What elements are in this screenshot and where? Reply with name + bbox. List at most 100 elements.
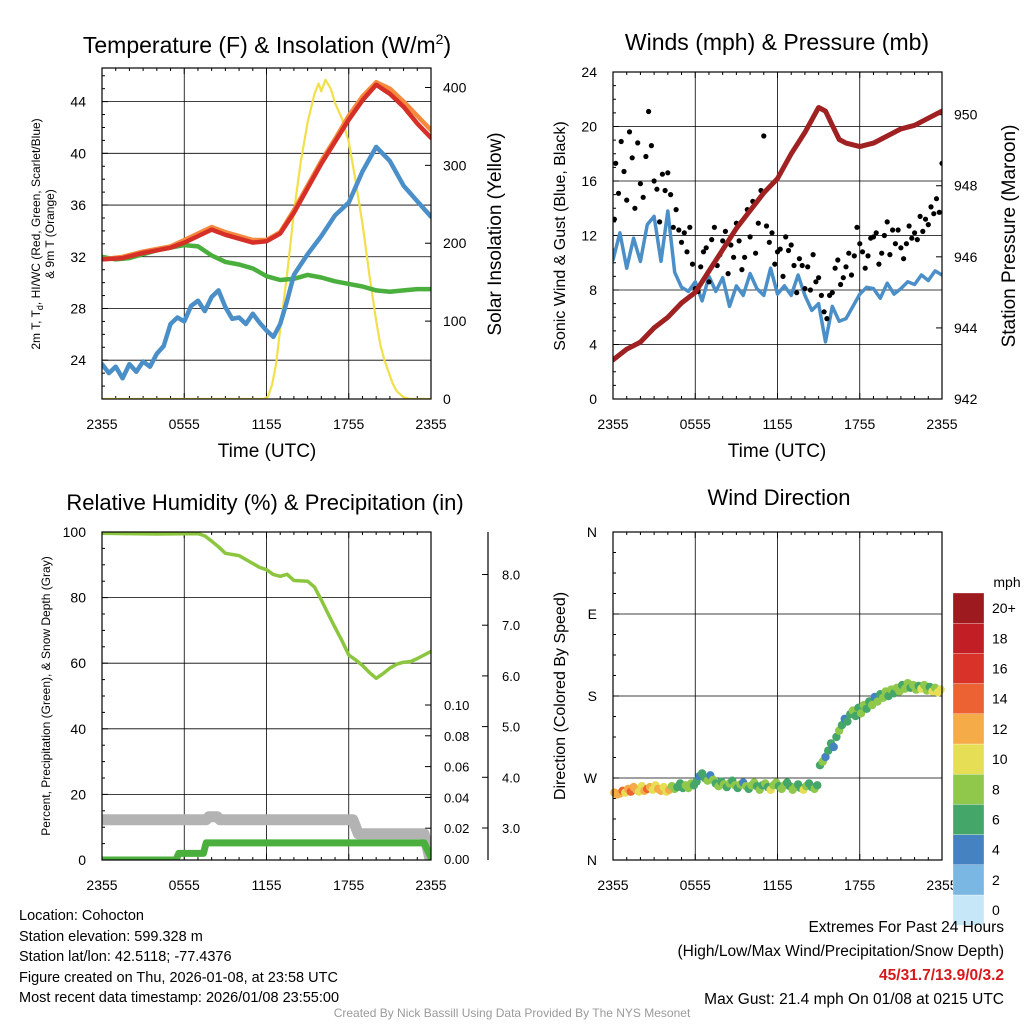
gust-point bbox=[736, 238, 742, 244]
gust-point bbox=[832, 265, 838, 271]
legend-title: mph bbox=[993, 574, 1020, 590]
gust-point bbox=[739, 267, 745, 273]
gust-point bbox=[909, 235, 915, 241]
humidity-xtick-label: 0555 bbox=[169, 877, 200, 893]
legend-swatch bbox=[952, 804, 985, 835]
gust-point bbox=[687, 224, 693, 230]
gust-point bbox=[706, 279, 712, 285]
gust-point bbox=[862, 265, 868, 271]
snow-depth-tick-label: 4.0 bbox=[502, 770, 520, 785]
humidity-xtick-label: 2355 bbox=[415, 877, 446, 893]
gust-point bbox=[876, 261, 882, 267]
gust-point bbox=[799, 262, 805, 269]
direction-ytick-label: W bbox=[584, 770, 598, 786]
temperature-line-4 bbox=[102, 78, 431, 399]
legend-label: 18 bbox=[992, 630, 1008, 646]
humidity-xtick-label: 1155 bbox=[251, 877, 281, 893]
gust-point bbox=[635, 140, 641, 146]
humidity-ytick-label: 0 bbox=[78, 852, 86, 868]
humidity-y2tick-label: 0.00 bbox=[444, 852, 469, 867]
humidity-xtick-label: 2355 bbox=[86, 877, 117, 893]
direction-ylabel: Direction (Colored By Speed) bbox=[552, 592, 569, 800]
gust-point bbox=[906, 223, 912, 229]
gust-point bbox=[722, 228, 729, 234]
direction-point bbox=[821, 752, 830, 762]
gust-point bbox=[818, 292, 825, 298]
legend-swatch bbox=[952, 774, 985, 805]
gust-point bbox=[700, 249, 707, 255]
winds-y2label: Station Pressure (Maroon) bbox=[999, 125, 1020, 348]
gust-point bbox=[772, 261, 778, 267]
gust-point bbox=[892, 241, 899, 247]
gust-point bbox=[742, 254, 748, 260]
gust-point bbox=[928, 204, 934, 210]
gust-point bbox=[824, 316, 830, 322]
temperature-ytick-label: 32 bbox=[70, 249, 86, 265]
temperature-series bbox=[102, 78, 431, 399]
winds-xtick-label: 1755 bbox=[844, 416, 875, 432]
temperature-xtick-label: 2355 bbox=[415, 416, 446, 432]
direction-xtick-label: 1755 bbox=[844, 877, 875, 893]
gust-point bbox=[665, 170, 671, 176]
humidity-series bbox=[102, 532, 431, 860]
legend-label: 4 bbox=[992, 842, 1000, 858]
gust-point bbox=[698, 264, 704, 270]
gust-point bbox=[728, 242, 734, 248]
gust-point bbox=[788, 242, 794, 248]
legend-swatch bbox=[952, 864, 985, 896]
humidity-ytick-label: 100 bbox=[63, 524, 87, 540]
gust-point bbox=[901, 256, 907, 262]
gust-point bbox=[805, 264, 811, 270]
temperature-xtick-label: 2355 bbox=[86, 416, 117, 432]
gust-point bbox=[851, 253, 857, 259]
gust-point bbox=[615, 190, 622, 196]
gust-point bbox=[859, 249, 866, 255]
humidity-y2tick-label: 0.10 bbox=[444, 698, 469, 713]
legend-label: 2 bbox=[992, 872, 1000, 888]
legend-label: 10 bbox=[992, 751, 1008, 767]
gust-point bbox=[843, 264, 849, 270]
gust-point bbox=[796, 256, 803, 262]
humidity-plot-area bbox=[101, 531, 432, 861]
humidity-ytick-label: 80 bbox=[70, 590, 86, 606]
gust-point bbox=[618, 138, 624, 145]
gust-point bbox=[840, 275, 846, 281]
gust-point bbox=[890, 227, 896, 233]
max-gust-text: Max Gust: 21.4 mph On 01/08 at 0215 UTC bbox=[704, 991, 1004, 1008]
humidity-line bbox=[102, 532, 431, 681]
temperature-ytick-label: 28 bbox=[70, 300, 86, 316]
gust-point bbox=[898, 245, 904, 251]
gust-point bbox=[821, 309, 827, 315]
direction-frame bbox=[612, 531, 943, 861]
temperature-y2label: Solar Insolation (Yellow) bbox=[485, 132, 506, 335]
gust-point bbox=[689, 261, 696, 267]
temperature-y2tick-label: 0 bbox=[443, 391, 451, 407]
snow-depth-tick-label: 8.0 bbox=[502, 568, 520, 583]
legend-label: 12 bbox=[992, 721, 1008, 737]
direction-point bbox=[936, 685, 945, 694]
credit-text: Created By Nick Bassill Using Data Provi… bbox=[333, 1006, 691, 1020]
winds-ytick-label: 4 bbox=[589, 337, 597, 353]
legend-swatch bbox=[952, 592, 985, 624]
humidity-ytick-label: 20 bbox=[70, 786, 86, 802]
gust-point bbox=[626, 129, 633, 135]
gust-point bbox=[637, 181, 644, 187]
gust-point bbox=[659, 171, 666, 177]
gust-point bbox=[629, 155, 635, 161]
temperature-frame bbox=[101, 67, 432, 400]
winds-title: Winds (mph) & Pressure (mb) bbox=[625, 29, 929, 55]
humidity-ytick-label: 40 bbox=[70, 721, 86, 737]
temperature-y2tick-label: 100 bbox=[443, 313, 467, 329]
gust-point bbox=[857, 241, 863, 247]
gust-point bbox=[646, 108, 652, 115]
direction-point bbox=[813, 781, 822, 790]
direction-xtick-label: 0555 bbox=[680, 877, 711, 893]
temperature-y2tick-label: 200 bbox=[443, 235, 467, 251]
gust-point bbox=[753, 250, 759, 256]
gust-point bbox=[621, 168, 627, 175]
snow-depth-tick-label: 3.0 bbox=[502, 821, 520, 836]
temperature-y2tick-label: 400 bbox=[443, 79, 467, 95]
gust-point bbox=[810, 252, 816, 258]
extremes-title: Extremes For Past 24 Hours bbox=[808, 919, 1004, 936]
gust-point bbox=[632, 205, 638, 211]
